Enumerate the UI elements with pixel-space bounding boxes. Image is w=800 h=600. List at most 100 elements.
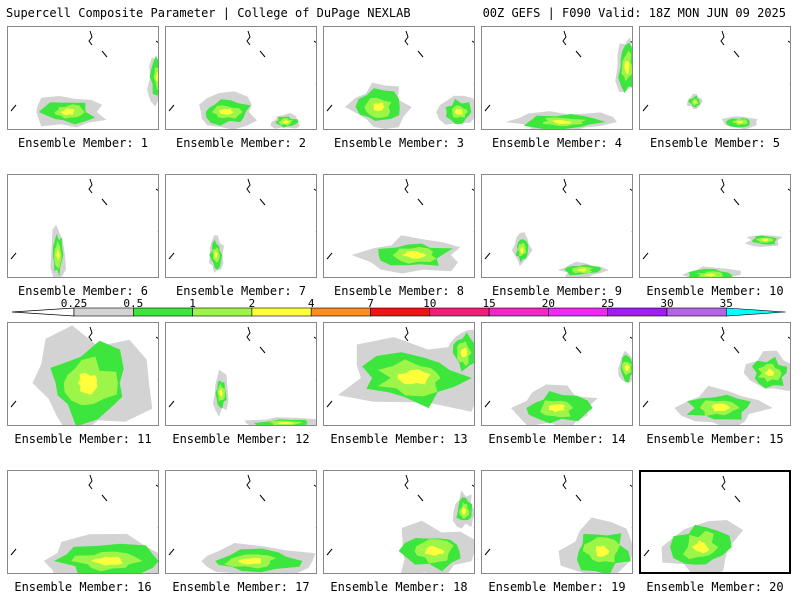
scp-contour [149,55,158,96]
scp-contour [153,67,158,90]
member-label: Ensemble Member: 6 [17,284,149,298]
scp-contour [760,238,769,242]
legend-tick-label: 2 [248,297,256,310]
member-label: Ensemble Member: 19 [488,580,626,594]
member-8-map [323,174,475,278]
member-label: Ensemble Member: 18 [330,580,468,594]
legend-tick-label: 20 [541,297,556,310]
map-field [326,326,474,412]
scp-contour [277,421,294,425]
coastline [642,178,790,260]
scp-contour [624,364,630,372]
member-label: Ensemble Member: 2 [175,136,307,150]
member-label: Ensemble Member: 10 [646,284,784,298]
member-15-map [639,322,791,426]
member-12-map [165,322,317,426]
scp-contour [78,372,98,395]
member-19-map [481,470,633,574]
scp-contour [454,109,463,115]
scp-contour [373,102,385,112]
member-7-map [165,174,317,278]
legend-tick-label: 25 [601,297,615,310]
scp-contour [219,389,223,398]
legend-swatch [488,307,549,317]
legend-tick-label: 0.25 [60,297,88,310]
scp-contour [424,545,445,556]
coastline [10,178,158,260]
legend-tick-label: 0.5 [123,297,144,310]
member-17-map [165,470,317,574]
coastline [168,178,316,260]
member-label: Ensemble Member: 1 [17,136,149,150]
member-label: Ensemble Member: 4 [491,136,623,150]
map-field [642,30,790,129]
scp-contour [155,71,158,82]
scp-contour [60,108,75,116]
legend-swatch [251,307,312,317]
member-10-map [639,174,791,278]
legend-above-arrow [726,307,786,317]
scp-contour [397,369,431,385]
scp-contour [91,556,123,566]
map-field [643,475,789,572]
member-label: Ensemble Member: 17 [172,580,310,594]
member-9-map [481,174,633,278]
scp-contour [577,268,587,272]
run-valid-time: 00Z GEFS | F090 Valid: 18Z MON JUN 09 20… [482,6,786,20]
member-label: Ensemble Member: 9 [491,284,623,298]
scp-contour [401,250,427,259]
legend-tick-label: 15 [482,297,496,310]
map-field [10,178,158,277]
map-field [168,326,316,425]
member-13-map [323,322,475,426]
coastline [642,30,790,112]
legend-swatch [310,307,371,317]
member-2-map [165,26,317,130]
coastline [484,178,632,260]
legend-swatch [429,307,490,317]
coastline [484,474,632,556]
scp-contour [282,120,290,124]
legend-swatch [548,307,609,317]
member-20-map [639,470,791,574]
map-field [642,178,790,277]
scp-contour [520,247,524,254]
map-field [326,178,474,274]
map-field [10,30,158,128]
coastline [10,30,158,112]
coastline [326,30,474,112]
scp-contour [219,108,234,115]
coastline [10,474,158,556]
coastline [484,30,632,112]
coastline [484,326,632,408]
member-label: Ensemble Member: 11 [14,432,152,446]
map-field [168,474,316,573]
scp-contour [214,251,218,259]
legend-swatch [666,307,727,317]
scp-contour [548,404,566,413]
member-label: Ensemble Member: 20 [646,580,784,594]
map-field [484,474,632,573]
member-label: Ensemble Member: 14 [488,432,626,446]
legend-swatch [192,307,253,317]
scp-contour [624,60,630,75]
map-field [326,30,474,129]
scp-contour [693,100,697,104]
member-label: Ensemble Member: 13 [330,432,468,446]
legend-swatch [370,307,431,317]
member-label: Ensemble Member: 7 [175,284,307,298]
member-label: Ensemble Member: 16 [14,580,152,594]
legend-tick-label: 1 [189,297,196,310]
scp-contour [704,273,716,277]
member-label: Ensemble Member: 15 [646,432,784,446]
coastline [643,475,789,557]
member-11-map [7,322,159,426]
map-field [484,326,632,425]
map-field [10,474,158,573]
member-14-map [481,322,633,426]
coastline [168,30,316,112]
member-1-map [7,26,159,130]
member-label: Ensemble Member: 12 [172,432,310,446]
coastline [168,474,316,556]
